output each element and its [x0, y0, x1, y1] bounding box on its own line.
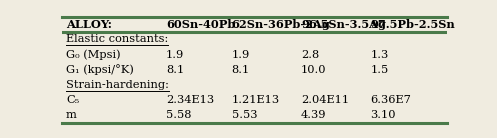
Text: 3.10: 3.10 [370, 110, 396, 120]
Text: Elastic constants:: Elastic constants: [66, 34, 168, 44]
Text: 96.5Sn-3.5Ag: 96.5Sn-3.5Ag [301, 19, 386, 30]
Text: 6.36E7: 6.36E7 [370, 95, 411, 105]
Text: 2.8: 2.8 [301, 50, 319, 59]
Text: 10.0: 10.0 [301, 65, 327, 75]
Text: ALLOY:: ALLOY: [66, 19, 112, 30]
Text: 1.3: 1.3 [370, 50, 389, 59]
Text: C₅: C₅ [66, 95, 79, 105]
Text: 97.5Pb-2.5Sn: 97.5Pb-2.5Sn [370, 19, 455, 30]
Text: 2.34E13: 2.34E13 [166, 95, 214, 105]
Text: 60Sn-40Pb: 60Sn-40Pb [166, 19, 236, 30]
Text: G₁ (kpsi/°K): G₁ (kpsi/°K) [66, 64, 134, 75]
Text: 1.9: 1.9 [166, 50, 184, 59]
Text: G₀ (Mpsi): G₀ (Mpsi) [66, 49, 121, 60]
Text: m: m [66, 110, 77, 120]
Text: 1.5: 1.5 [370, 65, 389, 75]
Text: 8.1: 8.1 [232, 65, 250, 75]
Text: 1.21E13: 1.21E13 [232, 95, 280, 105]
Text: 5.58: 5.58 [166, 110, 192, 120]
Text: Strain-hardening:: Strain-hardening: [66, 80, 169, 90]
Text: 62Sn-36Pb-2Ag: 62Sn-36Pb-2Ag [232, 19, 331, 30]
Text: 5.53: 5.53 [232, 110, 257, 120]
Text: 4.39: 4.39 [301, 110, 327, 120]
Text: 8.1: 8.1 [166, 65, 184, 75]
Text: 1.9: 1.9 [232, 50, 250, 59]
Text: 2.04E11: 2.04E11 [301, 95, 349, 105]
